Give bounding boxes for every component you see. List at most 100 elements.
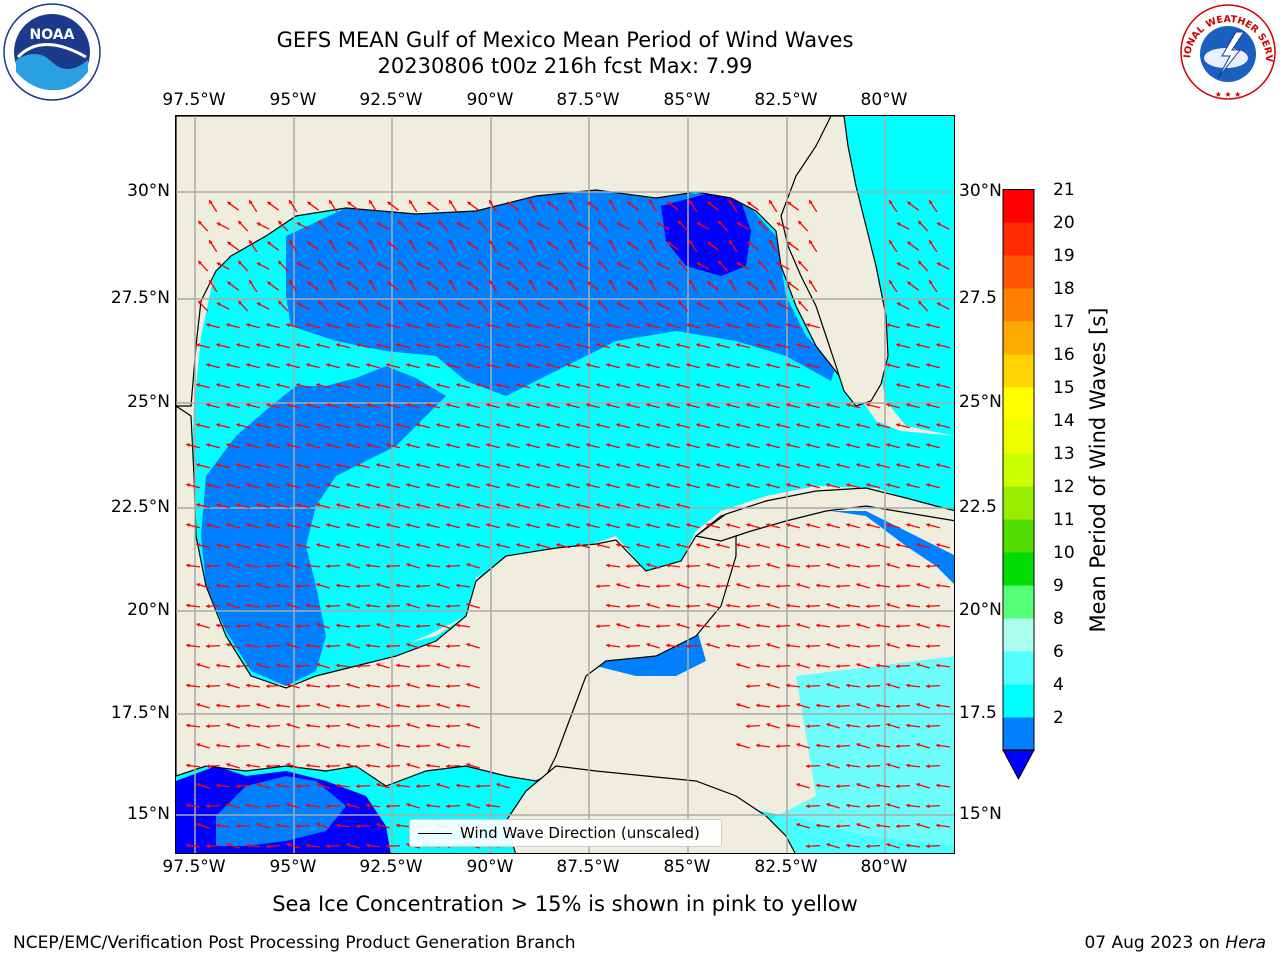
wind-arrow-head xyxy=(886,843,891,847)
wind-arrow-head xyxy=(358,300,363,305)
wind-arrow-head xyxy=(409,200,413,205)
wind-arrow-head xyxy=(696,463,701,468)
wind-arrow-head xyxy=(366,523,371,528)
noaa-logo-text: NOAA xyxy=(30,27,75,43)
wind-arrow-head xyxy=(316,383,321,388)
wind-arrow-head xyxy=(856,703,861,707)
wind-arrow-head xyxy=(436,503,441,508)
wind-arrow-head xyxy=(386,804,390,809)
wind-arrow-head xyxy=(446,644,450,649)
wind-arrow-head xyxy=(329,240,333,245)
wind-arrow-head xyxy=(558,260,563,265)
wind-arrow-head xyxy=(246,643,250,648)
wind-arrow-head xyxy=(536,222,541,227)
colorbar-tick-label: 2 xyxy=(1053,707,1064,728)
y-tick-left: 27.5°N xyxy=(110,288,170,308)
wind-arrow-head xyxy=(316,623,321,627)
wind-arrow-head xyxy=(676,343,681,348)
colorbar-band xyxy=(1003,585,1034,619)
wind-arrow-head xyxy=(756,663,760,668)
wind-arrow-head xyxy=(427,201,432,206)
wind-arrow-head xyxy=(376,703,381,707)
wind-arrow-head xyxy=(826,803,831,807)
wind-arrow-head xyxy=(876,663,880,668)
wind-arrow-head xyxy=(226,803,231,807)
wind-arrow-head xyxy=(216,783,220,788)
wind-arrow-head xyxy=(926,363,931,368)
wind-arrow-head xyxy=(876,703,880,708)
wind-arrow-head xyxy=(456,743,460,748)
wind-arrow-head xyxy=(826,723,831,727)
wind-arrow-head xyxy=(186,843,190,848)
wind-arrow-head xyxy=(307,201,312,206)
wind-arrow-head xyxy=(656,222,661,227)
wind-arrow-head xyxy=(286,683,291,687)
wind-arrow-head xyxy=(596,584,600,589)
wind-arrow-head xyxy=(896,262,901,267)
wind-arrow-head xyxy=(636,503,641,508)
wind-arrow-head xyxy=(936,743,940,748)
wind-arrow-head xyxy=(667,201,672,206)
wind-arrow-head xyxy=(507,201,512,206)
wind-arrow-head xyxy=(266,564,270,569)
wind-arrow-head xyxy=(416,302,421,307)
wind-arrow-head xyxy=(466,803,471,807)
wind-arrow-head xyxy=(267,201,272,206)
wind-arrow-head xyxy=(836,543,841,548)
wind-arrow-head xyxy=(489,280,493,285)
wind-arrow-head xyxy=(546,523,551,528)
wind-arrow-head xyxy=(916,703,921,707)
colorbar-tick-label: 21 xyxy=(1053,179,1075,200)
wind-arrow-head xyxy=(238,300,243,305)
wind-arrow-head xyxy=(656,423,661,428)
wind-arrow-head xyxy=(366,843,370,848)
wind-arrow-head xyxy=(296,704,300,709)
wind-arrow-head xyxy=(569,280,573,285)
wind-arrow-head xyxy=(246,523,251,528)
wind-arrow-head xyxy=(446,804,450,809)
wind-arrow-head xyxy=(706,363,711,368)
wind-arrow-head xyxy=(596,503,601,508)
wind-arrow-head xyxy=(358,260,363,265)
wind-arrow-head xyxy=(416,624,420,629)
wind-arrow-head xyxy=(376,663,381,667)
wind-arrow-head xyxy=(306,803,310,808)
y-tick-left: 20°N xyxy=(127,600,170,620)
colorbar-tick-label: 17 xyxy=(1053,311,1075,332)
wind-arrow-head xyxy=(196,543,201,548)
wind-arrow-head xyxy=(766,483,771,488)
wind-arrow-head xyxy=(546,483,551,488)
wind-arrow-head xyxy=(206,764,210,769)
wind-arrow-head xyxy=(678,300,683,305)
wind-arrow-head xyxy=(856,423,861,428)
wind-arrow-head xyxy=(856,783,861,787)
wind-arrow-head xyxy=(796,663,801,667)
wind-arrow-head xyxy=(886,683,891,687)
wind-arrow-head xyxy=(256,262,261,267)
wind-arrow-head xyxy=(286,763,291,767)
wind-arrow-head xyxy=(926,403,931,408)
wind-arrow-head xyxy=(196,623,201,627)
map-title-line2: 20230806 t00z 216h fcst Max: 7.99 xyxy=(377,54,753,78)
wind-arrow-head xyxy=(656,343,661,348)
wind-arrow-head xyxy=(609,280,613,285)
wind-arrow-head xyxy=(667,281,672,286)
wind-arrow-head xyxy=(936,383,941,388)
wind-arrow-head xyxy=(496,463,501,468)
wind-arrow-head xyxy=(186,683,190,688)
wind-arrow-head xyxy=(716,383,721,388)
wind-arrow-head xyxy=(426,523,431,528)
colorbar-tick-label: 8 xyxy=(1053,608,1064,629)
colorbar-tick-label: 10 xyxy=(1053,542,1075,563)
wind-arrow-head xyxy=(696,623,700,628)
wind-arrow-head xyxy=(186,803,190,808)
wind-arrow-head xyxy=(796,583,801,587)
wind-arrow-head xyxy=(267,281,272,286)
wind-arrow-head xyxy=(316,543,321,548)
footer-credit: NCEP/EMC/Verification Post Processing Pr… xyxy=(13,933,576,953)
wind-arrow-head xyxy=(587,241,592,246)
wind-arrow-head xyxy=(386,483,391,488)
wind-arrow-head xyxy=(516,503,521,508)
wind-arrow-head xyxy=(806,443,811,448)
wind-arrow-head xyxy=(616,383,621,388)
